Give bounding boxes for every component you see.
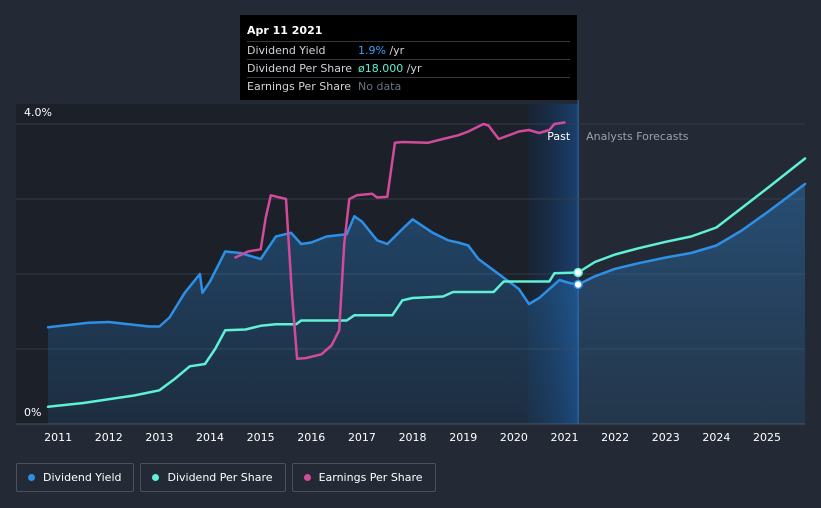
tooltip-label: Dividend Yield <box>247 44 326 57</box>
x-tick-label: 2013 <box>145 431 173 444</box>
x-tick-label: 2021 <box>550 431 578 444</box>
tooltip-date: Apr 11 2021 <box>247 24 323 37</box>
x-tick-label: 2022 <box>601 431 629 444</box>
legend-label: Earnings Per Share <box>318 471 423 484</box>
x-tick-label: 2025 <box>753 431 781 444</box>
tooltip-value: 1.9% /yr <box>358 42 404 59</box>
tooltip-row-dividend-yield: Dividend Yield 1.9% /yr <box>247 41 570 59</box>
tooltip-row-earnings-per-share: Earnings Per Share No data <box>247 77 570 95</box>
legend-dot-icon <box>28 474 35 481</box>
dividend-yield-area <box>48 184 805 424</box>
legend-item-dividend-yield[interactable]: Dividend Yield <box>16 463 135 492</box>
x-tick-label: 2014 <box>196 431 224 444</box>
tooltip: Apr 11 2021 Dividend Yield 1.9% /yr Divi… <box>240 15 577 100</box>
legend: Dividend Yield Dividend Per Share Earnin… <box>16 463 436 492</box>
x-tick-label: 2024 <box>702 431 730 444</box>
tooltip-label: Dividend Per Share <box>247 62 353 75</box>
y-tick-label: 4.0% <box>24 106 52 119</box>
tooltip-value-number: ø18.000 <box>358 62 404 75</box>
x-tick-label: 2016 <box>297 431 325 444</box>
tooltip-value-unit: /yr <box>385 44 405 57</box>
legend-dot-icon <box>303 474 311 481</box>
x-tick-label: 2019 <box>449 431 477 444</box>
x-tick-label: 2012 <box>95 431 123 444</box>
tooltip-value: No data <box>358 80 402 93</box>
earnings-per-share-line <box>234 121 566 361</box>
legend-item-earnings-per-share[interactable]: Earnings Per Share <box>291 463 436 492</box>
legend-label: Dividend Per Share <box>167 471 273 484</box>
x-tick-label: 2023 <box>652 431 680 444</box>
x-tick-label: 2018 <box>399 431 427 444</box>
dividend-yield-marker <box>573 279 583 290</box>
legend-label: Dividend Yield <box>43 471 122 484</box>
x-tick-label: 2017 <box>348 431 376 444</box>
x-tick-label: 2015 <box>247 431 275 444</box>
tooltip-row-dividend-per-share: Dividend Per Share ø18.000 /yr <box>247 59 570 77</box>
x-tick-label: 2011 <box>44 431 72 444</box>
dividend-yield-line <box>46 182 807 329</box>
forecast-label: Analysts Forecasts <box>586 130 689 143</box>
legend-item-dividend-per-share[interactable]: Dividend Per Share <box>140 463 286 492</box>
past-label: Past <box>547 130 571 143</box>
dividend-per-share-marker <box>573 267 583 278</box>
tooltip-value-unit: /yr <box>403 62 422 75</box>
dividend-per-share-line <box>46 157 807 409</box>
tooltip-label: Earnings Per Share <box>247 80 352 93</box>
legend-dot-icon <box>152 474 160 481</box>
x-tick-label: 2020 <box>500 431 528 444</box>
tooltip-value: ø18.000 /yr <box>358 60 421 77</box>
y-tick-label: 0% <box>24 406 41 419</box>
tooltip-value-number: 1.9% <box>358 44 386 57</box>
